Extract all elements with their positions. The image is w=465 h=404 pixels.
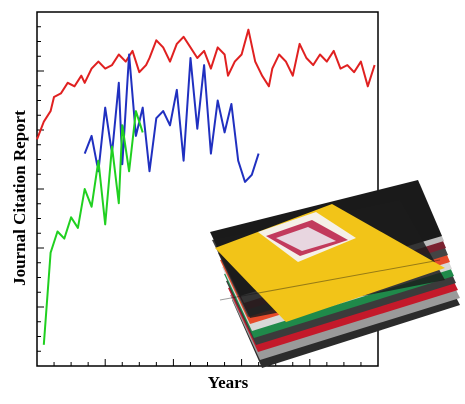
series-line-3 <box>42 110 144 345</box>
y-axis-label: Journal Citation Report <box>10 110 29 286</box>
axis-ticks <box>37 26 362 366</box>
series-layer <box>36 28 376 345</box>
series-line-2 <box>83 53 260 183</box>
magazine-stack-image <box>210 180 460 368</box>
series-line-1 <box>36 28 376 140</box>
x-axis-label: Years <box>208 373 249 392</box>
